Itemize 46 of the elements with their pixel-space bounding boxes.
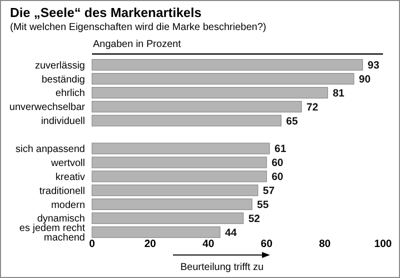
data-label: 72 — [306, 101, 318, 114]
data-label: 81 — [332, 87, 345, 100]
y-tick-label: sich anpassend — [16, 144, 85, 155]
data-label: 90 — [358, 73, 371, 86]
chart-title: Die „Seele“ des Markenartikels — [10, 5, 202, 20]
x-tick-label: 20 — [144, 238, 156, 250]
bar — [92, 73, 354, 85]
data-label: 61 — [274, 143, 286, 156]
bar — [92, 226, 220, 238]
x-tick-label: 0 — [89, 238, 96, 250]
y-tick-label: zuverlässig — [34, 60, 85, 72]
data-label: 55 — [257, 198, 269, 211]
x-tick-label: 60 — [260, 238, 273, 250]
data-label: 93 — [368, 60, 380, 72]
bar — [92, 212, 244, 224]
data-label: 52 — [248, 212, 260, 225]
bar — [92, 86, 328, 98]
x-axis-title: Beurteilung trifft zu — [180, 262, 264, 273]
x-tick-label: 100 — [374, 238, 392, 250]
text: Angaben in Prozent — [93, 39, 182, 50]
y-tick-label: modern — [51, 200, 85, 211]
data-label: 60 — [272, 171, 284, 184]
data-label: 65 — [286, 115, 298, 128]
y-tick-label: wertvoll — [50, 158, 85, 169]
bar — [92, 100, 302, 112]
data-label: 57 — [262, 185, 275, 198]
y-tick-label: beständig — [42, 74, 85, 86]
bar — [92, 142, 270, 154]
x-tick-label: 80 — [318, 238, 331, 250]
bar — [92, 114, 282, 126]
y-tick-label: traditionell — [39, 186, 85, 197]
data-label: 44 — [225, 226, 237, 239]
y-tick-label: kreativ — [56, 172, 85, 183]
y-tick-label: unverwechselbar — [9, 102, 86, 114]
data-label: 60 — [272, 157, 284, 170]
y-tick-label: ehrlich — [56, 88, 85, 100]
bar — [92, 170, 267, 182]
y-tick-label: individuell — [41, 116, 85, 128]
bar — [92, 59, 363, 71]
bar — [92, 184, 258, 196]
bar — [92, 198, 252, 210]
y-tick-label: dynamisch — [37, 214, 85, 225]
chart-subtitle: (Mit welchen Eigenschaften wird die Marke beschrieben?) — [10, 22, 266, 33]
x-tick-label: 40 — [202, 238, 214, 250]
y-tick-label: es jedem recht machend — [19, 223, 86, 244]
bar — [92, 156, 267, 168]
